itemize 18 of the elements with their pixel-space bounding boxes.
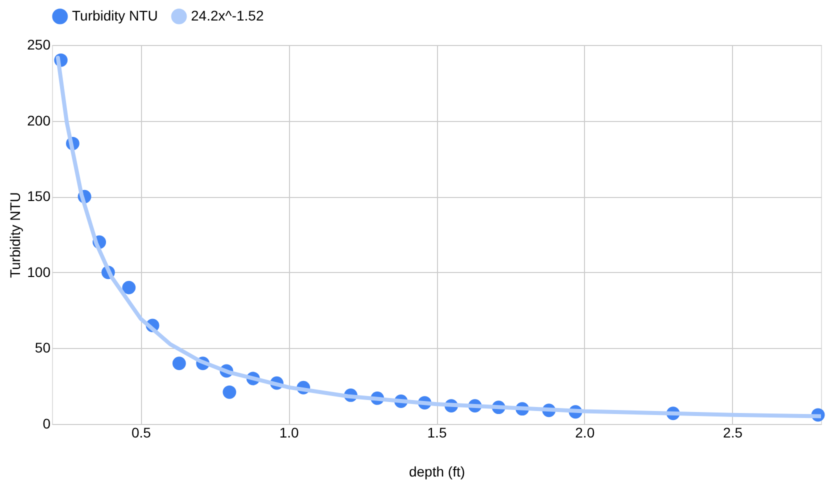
y-tick-label: 150: [27, 188, 51, 204]
point: [172, 356, 186, 370]
y-tick-label: 100: [27, 264, 51, 280]
x-tick-label: 1.5: [427, 424, 447, 440]
legend-label: Turbidity NTU: [72, 7, 158, 24]
y-axis-title: Turbidity NTU: [7, 192, 24, 278]
y-tick-label: 200: [27, 112, 51, 128]
point: [122, 280, 136, 294]
x-tick-label: 2.5: [723, 424, 743, 440]
y-tick-label: 250: [27, 36, 51, 52]
point: [222, 385, 236, 399]
y-tick-label: 50: [34, 340, 51, 356]
x-tick-label: 1.0: [279, 424, 300, 440]
legend-label: 24.2x^-1.52: [191, 7, 264, 24]
y-tick-label: 0: [42, 416, 51, 432]
x-tick-label: 2.0: [575, 424, 595, 440]
x-axis-title: depth (ft): [408, 464, 466, 480]
x-tick-label: 0.5: [131, 424, 152, 440]
